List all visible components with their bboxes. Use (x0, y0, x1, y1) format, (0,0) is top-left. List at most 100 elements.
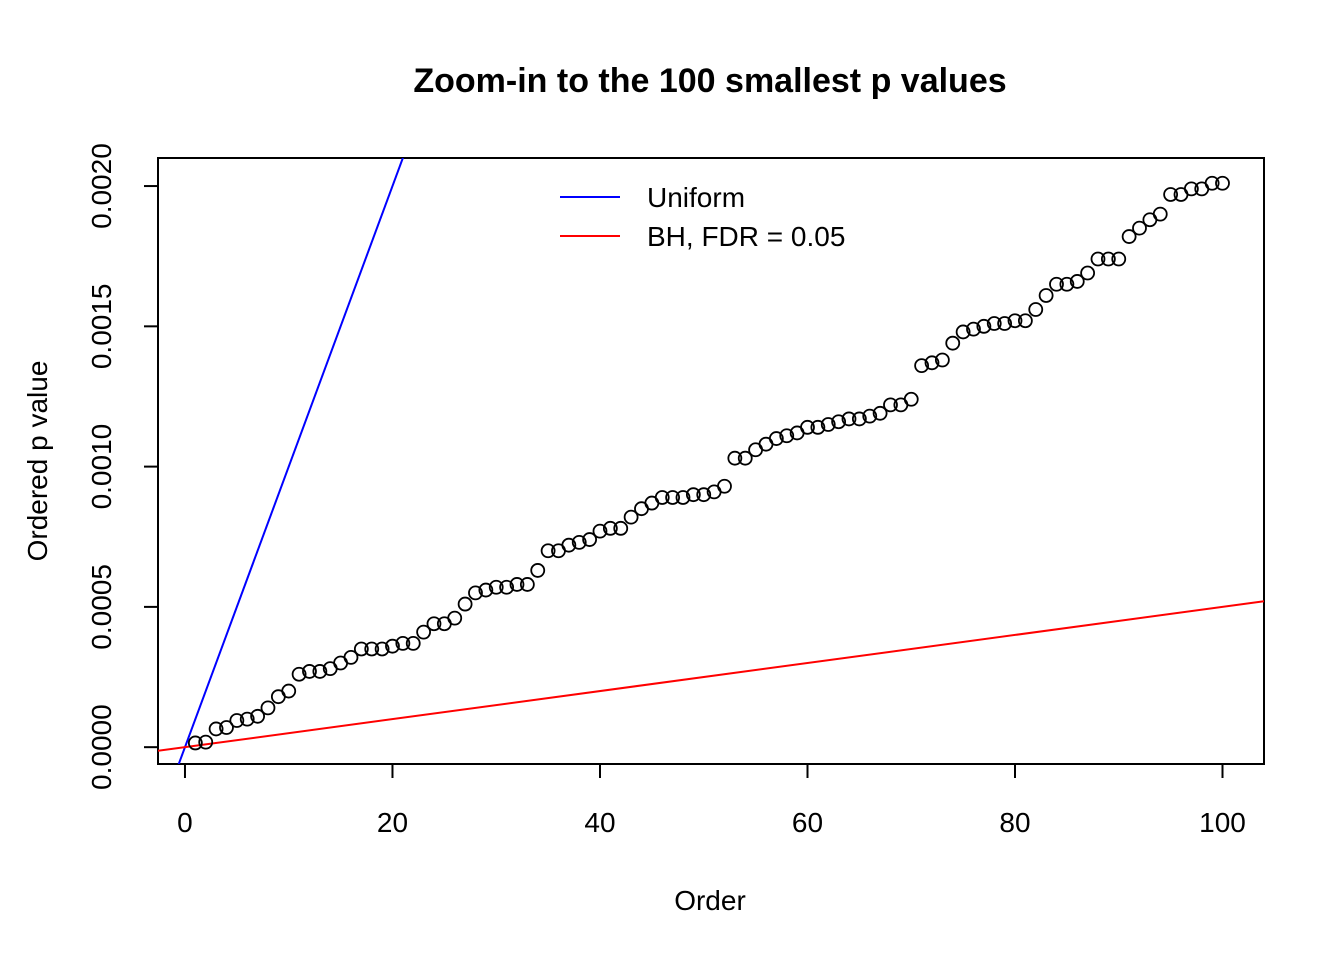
data-point (1090, 251, 1106, 267)
x-tick-label: 60 (792, 807, 823, 838)
y-tick-label: 0.0015 (86, 284, 117, 370)
data-point (509, 577, 525, 592)
data-point (571, 534, 587, 550)
data-point (1121, 229, 1137, 244)
y-axis: 0.0000 0.0005 0.0010 0.0015 0.0020 (86, 143, 159, 790)
data-point (1204, 175, 1220, 191)
data-point (623, 509, 639, 525)
data-point (997, 316, 1013, 331)
y-axis-label: Ordered p value (22, 361, 53, 562)
data-point (903, 391, 919, 407)
data-point (1152, 206, 1168, 222)
data-point (364, 641, 380, 657)
data-point (696, 487, 712, 503)
reference-lines (158, 158, 1264, 764)
data-point (1080, 265, 1096, 281)
data-point (914, 358, 930, 374)
data-point (851, 411, 867, 427)
data-point (1100, 251, 1116, 267)
legend-label-bh: BH, FDR = 0.05 (647, 221, 845, 252)
data-point (1028, 302, 1044, 317)
data-point (312, 664, 328, 679)
data-point (1059, 276, 1075, 292)
legend-label-uniform: Uniform (647, 182, 745, 213)
data-points (187, 175, 1230, 751)
data-point (219, 720, 234, 735)
data-point (281, 683, 297, 699)
data-point (976, 318, 992, 334)
data-point (530, 563, 546, 578)
data-point (924, 355, 940, 371)
x-axis: 0 20 40 60 80 100 (177, 763, 1246, 838)
chart-title: Zoom-in to the 100 smallest p values (413, 62, 1006, 100)
data-point (426, 616, 442, 632)
y-tick-label: 0.0005 (86, 564, 117, 650)
data-point (685, 487, 701, 503)
data-point (966, 321, 981, 337)
data-point (468, 585, 483, 601)
data-point (1069, 274, 1085, 289)
data-point (810, 419, 826, 435)
x-tick-label: 80 (999, 807, 1030, 838)
data-point (582, 532, 598, 547)
data-point (800, 419, 815, 435)
data-point (883, 397, 898, 413)
data-point (499, 579, 515, 595)
y-tick-label: 0.0010 (86, 424, 117, 510)
data-point (654, 490, 670, 505)
data-point (208, 721, 224, 737)
x-tick-label: 0 (177, 807, 193, 838)
data-point (239, 711, 255, 727)
data-point (1215, 175, 1230, 191)
data-point (831, 414, 847, 430)
data-point (302, 664, 317, 679)
data-point (478, 582, 494, 598)
data-point (1183, 181, 1199, 197)
x-tick-label: 40 (584, 807, 615, 838)
y-tick-label: 0.0020 (86, 143, 117, 229)
line-uniform (177, 158, 404, 764)
data-point (540, 543, 556, 559)
x-tick-label: 100 (1199, 807, 1246, 838)
data-point (457, 596, 473, 612)
data-point (675, 490, 691, 505)
data-point (602, 520, 618, 536)
data-point (343, 649, 359, 665)
data-point (405, 635, 421, 651)
data-point (768, 431, 784, 446)
data-point (872, 405, 888, 421)
data-point (561, 537, 577, 553)
data-point (385, 638, 400, 654)
data-point (488, 579, 504, 595)
data-point (1049, 276, 1064, 292)
data-point (592, 523, 608, 539)
data-point (613, 520, 629, 536)
data-point (519, 577, 535, 592)
legend: Uniform BH, FDR = 0.05 (560, 182, 845, 252)
data-point (727, 450, 743, 466)
line-bh-fdr-0-05 (158, 600, 1264, 752)
y-tick-label: 0.0000 (86, 704, 117, 790)
data-point (717, 478, 732, 494)
data-point (862, 408, 878, 424)
data-point (291, 666, 307, 682)
data-point (986, 316, 1002, 331)
data-point (260, 700, 276, 716)
data-point (447, 610, 463, 626)
data-point (1007, 313, 1023, 329)
data-point (737, 450, 753, 466)
data-point (250, 708, 266, 724)
data-point (1111, 251, 1127, 267)
data-point (841, 411, 857, 427)
data-point (229, 713, 245, 728)
x-tick-label: 20 (377, 807, 408, 838)
data-point (820, 417, 836, 432)
data-point (665, 490, 681, 505)
data-point (374, 641, 390, 657)
data-point (1017, 313, 1033, 329)
data-point (198, 734, 214, 750)
data-point (779, 428, 795, 444)
data-point (187, 735, 203, 751)
data-point (1038, 288, 1054, 303)
